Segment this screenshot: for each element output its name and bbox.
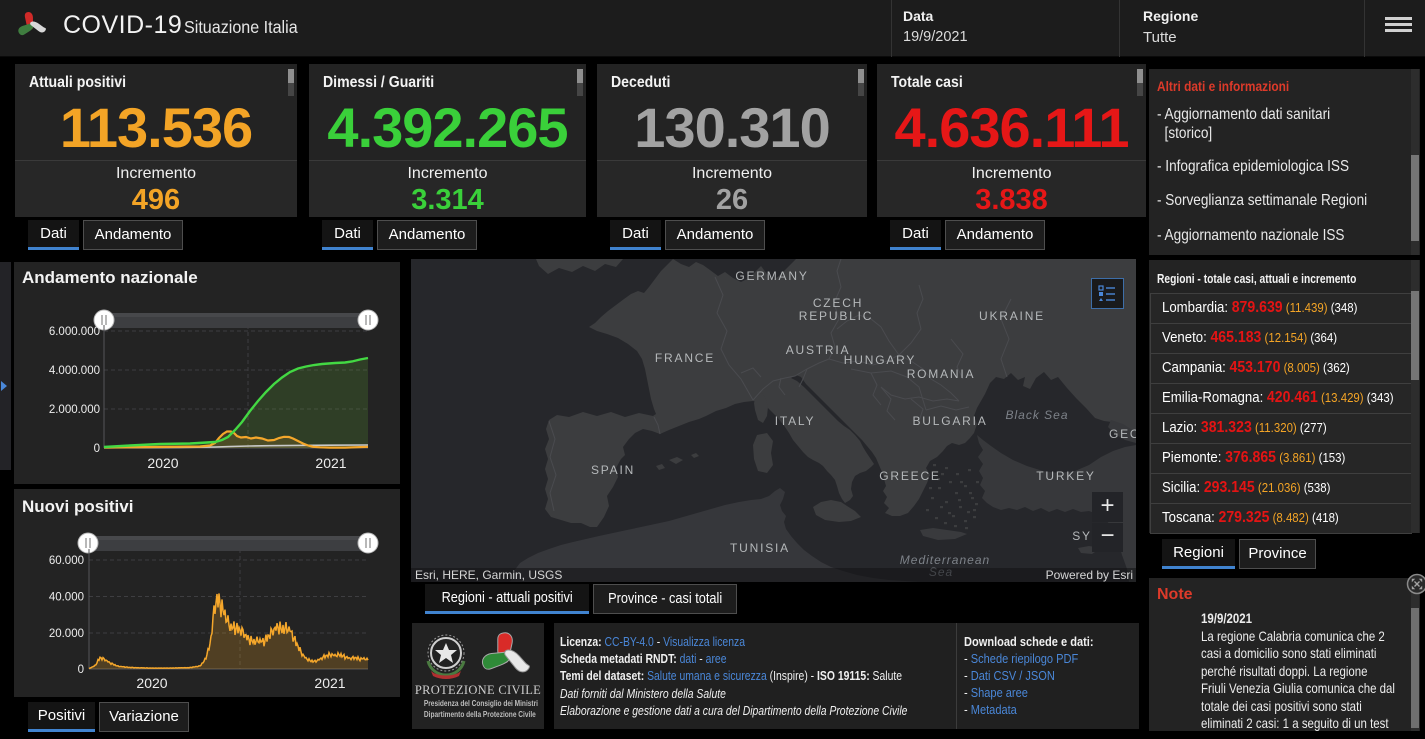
svg-text:TUNISIA: TUNISIA [730,541,790,555]
svg-text:CZECH: CZECH [813,296,863,310]
svg-text:GREECE: GREECE [879,469,940,483]
svg-text:6.000.000: 6.000.000 [49,326,100,338]
svg-text:FRANCE: FRANCE [655,351,715,365]
svg-text:Mediterranean: Mediterranean [900,553,990,567]
svg-text:2021: 2021 [315,455,346,471]
svg-text:SY: SY [1072,529,1092,543]
svg-text:ITALY: ITALY [775,414,816,428]
svg-text:2.000.000: 2.000.000 [49,404,100,416]
svg-text:REPUBLIC: REPUBLIC [799,309,873,323]
svg-text:GERMANY: GERMANY [735,269,808,283]
svg-text:SPAIN: SPAIN [591,463,635,477]
svg-text:ROMANIA: ROMANIA [907,367,976,381]
svg-text:UKRAINE: UKRAINE [979,309,1045,323]
svg-text:60.000: 60.000 [49,555,84,567]
svg-text:40.000: 40.000 [49,592,84,604]
svg-text:Black Sea: Black Sea [1005,408,1068,422]
svg-text:TURKEY: TURKEY [1036,469,1095,483]
svg-text:20.000: 20.000 [49,628,84,640]
svg-text:4.000.000: 4.000.000 [49,365,100,377]
svg-text:GEO: GEO [1109,427,1136,441]
svg-text:BULGARIA: BULGARIA [912,414,987,428]
svg-text:2020: 2020 [136,675,167,691]
svg-text:2021: 2021 [314,675,345,691]
svg-text:0: 0 [94,443,100,455]
svg-text:2020: 2020 [147,455,178,471]
svg-text:AUSTRIA: AUSTRIA [786,343,851,357]
svg-text:0: 0 [78,664,84,676]
svg-text:HUNGARY: HUNGARY [844,353,916,367]
